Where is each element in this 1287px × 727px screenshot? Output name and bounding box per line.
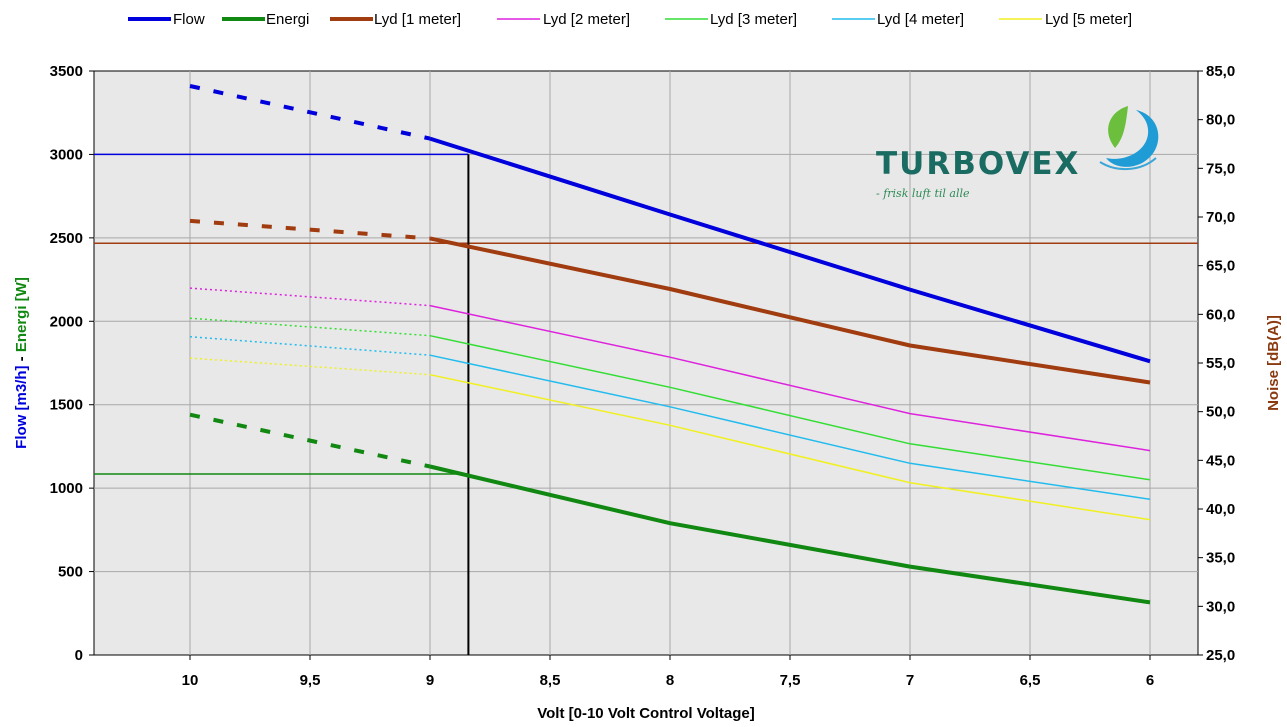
- series-lines: [189, 84, 1151, 605]
- y-right-tick-label: 40,0: [1206, 501, 1235, 518]
- y-left-tick-label: 1000: [50, 480, 83, 497]
- legend-label-lyd5: Lyd [5 meter]: [1045, 11, 1132, 28]
- y-axis-title-left: Flow [m3/h] - Energi [W]: [13, 277, 30, 449]
- x-tick-label: 7: [906, 672, 914, 689]
- y-right-tick-label: 45,0: [1206, 452, 1235, 469]
- y-right-tick-label: 75,0: [1206, 160, 1235, 177]
- legend-label-lyd3: Lyd [3 meter]: [710, 11, 797, 28]
- legend-label-lyd1: Lyd [1 meter]: [374, 11, 461, 28]
- legend-label-lyd4: Lyd [4 meter]: [877, 11, 964, 28]
- series-flow-line: [429, 136, 1151, 364]
- y-right-tick-label: 70,0: [1206, 209, 1235, 226]
- y-right-tick-label: 65,0: [1206, 258, 1235, 275]
- y-axis-title-flow: Flow [m3/h]: [13, 366, 30, 449]
- y-axis-title-separator: -: [13, 352, 30, 365]
- x-tick-label: 6: [1146, 672, 1154, 689]
- series-lyd4-dashed: [189, 335, 431, 356]
- leaf-swirl-icon: [1099, 106, 1159, 171]
- x-tick-label: 10: [182, 672, 199, 689]
- y-left-tick-label: 2000: [50, 313, 83, 330]
- series-lyd1-dashed: [189, 218, 431, 241]
- grid: [94, 71, 1198, 655]
- x-tick-label: 6,5: [1020, 672, 1041, 689]
- x-tick-label: 9,5: [300, 672, 321, 689]
- x-tick-label: 7,5: [780, 672, 801, 689]
- brand-name: TURBOVEX: [876, 146, 1080, 182]
- series-lyd2-line: [429, 304, 1151, 452]
- y-left-tick-label: 3500: [50, 63, 83, 80]
- series-lyd1-line: [429, 236, 1151, 385]
- y-axis-title-right: Noise [dB(A)]: [1265, 315, 1282, 411]
- x-tick-label: 8,5: [540, 672, 561, 689]
- x-axis-title: Volt [0-10 Volt Control Voltage]: [537, 705, 755, 722]
- brand-logo: TURBOVEX - frisk luft til alle: [876, 106, 1159, 200]
- series-lyd2-dashed: [189, 287, 431, 307]
- y-right-tick-label: 85,0: [1206, 63, 1235, 80]
- y-left-tick-label: 500: [58, 564, 83, 581]
- series-lyd3-line: [429, 334, 1151, 481]
- y-left-tick-label: 3000: [50, 146, 83, 163]
- y-right-tick-label: 50,0: [1206, 404, 1235, 421]
- y-axis-title-energi: Energi [W]: [13, 277, 30, 352]
- legend-label-lyd2: Lyd [2 meter]: [543, 11, 630, 28]
- brand-tagline: - frisk luft til alle: [876, 187, 970, 200]
- series-lyd5-dashed: [189, 357, 431, 376]
- y-left-tick-label: 2500: [50, 230, 83, 247]
- y-right-tick-label: 55,0: [1206, 355, 1235, 372]
- y-left-tick-label: 0: [75, 647, 83, 664]
- reference-lines: [94, 153, 1198, 655]
- legend-label-flow: Flow: [173, 11, 205, 28]
- y-right-tick-label: 25,0: [1206, 647, 1235, 664]
- y-right-tick-label: 60,0: [1206, 306, 1235, 323]
- legend-label-energi: Energi: [266, 11, 309, 28]
- x-tick-label: 9: [426, 672, 434, 689]
- series-energi-dashed: [189, 412, 431, 469]
- y-right-tick-label: 35,0: [1206, 550, 1235, 567]
- series-flow-dashed: [189, 84, 431, 141]
- series-lyd5-line: [429, 373, 1151, 521]
- x-tick-label: 8: [666, 672, 674, 689]
- series-lyd4-line: [429, 354, 1151, 501]
- series-energi-line: [429, 464, 1151, 605]
- y-right-tick-label: 80,0: [1206, 112, 1235, 129]
- legend: Flow Energi Lyd [1 meter] Lyd [2 meter] Lyd …: [128, 11, 1132, 28]
- y-right-tick-label: 30,0: [1206, 598, 1235, 615]
- series-lyd3-dashed: [189, 317, 431, 337]
- axes: 0 500 1000 1500 2000 2500 3000 3500 25,0 30,0 35,0…: [50, 63, 1236, 689]
- y-left-tick-label: 1500: [50, 397, 83, 414]
